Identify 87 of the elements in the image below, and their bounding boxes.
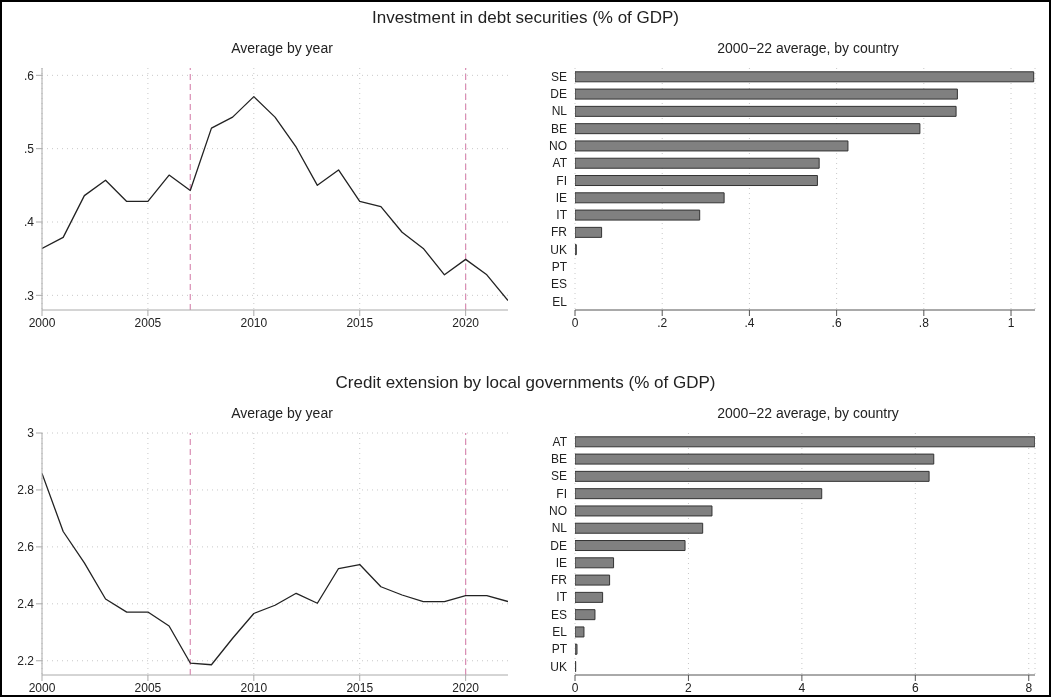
x-tick-label: 2005 xyxy=(134,315,162,330)
bar xyxy=(575,453,935,465)
x-tick-label: 0 xyxy=(571,680,579,695)
x-tick-label: 2000 xyxy=(28,315,56,330)
x-tick-label: 2015 xyxy=(346,680,374,695)
y-tick-label: FR xyxy=(551,573,568,588)
y-tick-label: NL xyxy=(551,104,568,119)
x-tick-label: 2005 xyxy=(134,680,162,695)
y-tick-label: .6 xyxy=(23,68,35,83)
y-tick-label: IT xyxy=(556,590,568,605)
bar xyxy=(575,557,615,569)
y-tick-label: NO xyxy=(549,504,567,519)
x-tick-label: 8 xyxy=(1025,680,1033,695)
y-tick-label: .3 xyxy=(23,288,35,303)
bar xyxy=(575,505,713,517)
y-tick-label: NO xyxy=(549,139,567,154)
y-tick-label: 2.4 xyxy=(17,597,35,612)
x-tick-label: 2020 xyxy=(452,315,480,330)
x-tick-label: 0 xyxy=(571,315,579,330)
y-tick-label: EL xyxy=(552,294,568,309)
y-tick-label: FR xyxy=(551,225,568,240)
bar xyxy=(575,105,957,117)
bar xyxy=(575,591,604,603)
chart-subtitle: Average by year xyxy=(230,40,334,58)
y-tick-label: SE xyxy=(550,469,567,484)
x-tick-label: 2015 xyxy=(346,315,374,330)
line-series xyxy=(42,95,508,302)
bar xyxy=(575,436,1035,448)
bar xyxy=(575,470,930,482)
bar xyxy=(575,574,611,586)
y-tick-label: SE xyxy=(550,69,567,84)
y-tick-label: EL xyxy=(552,625,568,640)
bar xyxy=(575,540,686,552)
bar xyxy=(575,175,818,187)
chart-title: 2000−22 average, by country xyxy=(716,40,900,58)
x-tick-label: 2 xyxy=(685,680,693,695)
y-tick-label: .4 xyxy=(23,215,35,230)
chart-title: Investment in debt securities (% of GDP) xyxy=(370,8,681,28)
y-tick-label: IE xyxy=(555,555,567,570)
y-tick-label: NL xyxy=(551,521,568,536)
bar xyxy=(575,626,585,638)
y-tick-label: 3 xyxy=(27,426,35,441)
x-tick-label: 1 xyxy=(1007,315,1015,330)
y-tick-label: 2.2 xyxy=(17,654,35,669)
y-tick-label: FI xyxy=(556,173,567,188)
bar xyxy=(575,140,849,152)
bar xyxy=(575,609,596,621)
y-tick-label: UK xyxy=(550,659,567,674)
chart-title: 2000−22 average, by country xyxy=(716,405,900,423)
bar xyxy=(575,522,704,534)
bar xyxy=(575,488,823,500)
bar xyxy=(575,209,701,221)
x-tick-label: 4 xyxy=(798,680,806,695)
x-tick-label: .2 xyxy=(657,315,668,330)
y-tick-label: DE xyxy=(550,87,567,102)
y-tick-label: UK xyxy=(550,242,567,257)
y-tick-label: 2.6 xyxy=(17,540,35,555)
x-tick-label: .4 xyxy=(744,315,755,330)
bar xyxy=(575,88,958,100)
bar xyxy=(575,192,725,204)
y-tick-label: IT xyxy=(556,208,568,223)
y-tick-label: .5 xyxy=(23,141,35,156)
x-tick-label: .8 xyxy=(918,315,930,330)
x-tick-label: 2020 xyxy=(452,680,480,695)
y-tick-label: 2.8 xyxy=(17,483,35,498)
bar xyxy=(575,71,1035,83)
x-tick-label: 2010 xyxy=(240,680,268,695)
chart-title: Credit extension by local governments (% of GDP) xyxy=(334,373,717,393)
bar xyxy=(575,226,603,238)
y-tick-label: BE xyxy=(550,121,567,136)
y-tick-label: DE xyxy=(550,538,567,553)
x-tick-label: 2000 xyxy=(28,680,56,695)
y-tick-label: IE xyxy=(555,190,567,205)
x-tick-label: .6 xyxy=(831,315,842,330)
bar xyxy=(575,123,921,135)
chart-subtitle: Average by year xyxy=(230,405,334,423)
y-tick-label: AT xyxy=(552,156,568,171)
y-tick-label: ES xyxy=(550,607,567,622)
bar xyxy=(575,157,820,169)
y-tick-label: FI xyxy=(556,486,567,501)
y-tick-label: BE xyxy=(550,452,567,467)
y-tick-label: ES xyxy=(550,277,567,292)
y-tick-label: PT xyxy=(551,260,568,275)
x-tick-label: 6 xyxy=(911,680,919,695)
y-tick-label: PT xyxy=(551,642,568,657)
x-tick-label: 2010 xyxy=(240,315,268,330)
y-tick-label: AT xyxy=(552,434,568,449)
